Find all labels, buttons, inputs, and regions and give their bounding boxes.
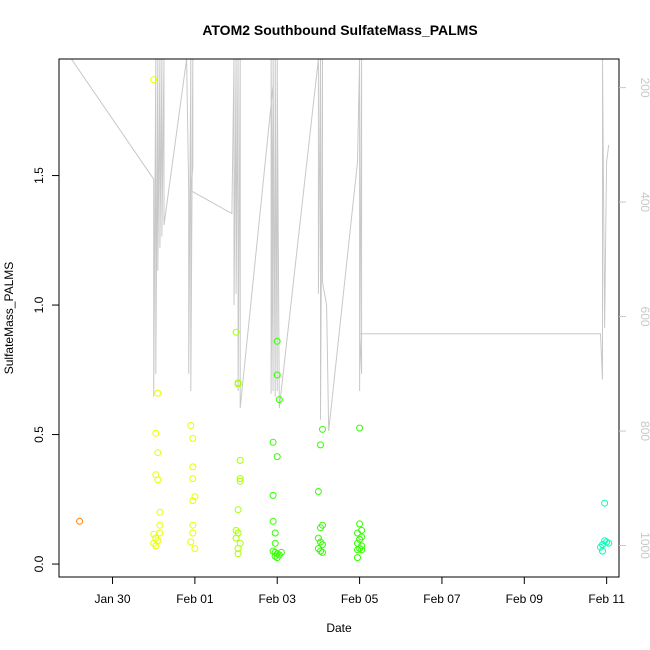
data-point xyxy=(319,541,326,549)
x-tick-label: Jan 30 xyxy=(95,592,131,606)
data-point xyxy=(189,521,197,529)
data-point xyxy=(277,548,285,556)
data-point xyxy=(150,76,158,84)
y2-tick-label: 200 xyxy=(638,78,650,98)
data-point xyxy=(187,538,195,546)
y2-tick-label: 1000 xyxy=(638,532,650,559)
data-point xyxy=(356,424,364,432)
y-tick-label: 1.5 xyxy=(32,167,46,184)
data-point xyxy=(152,429,160,437)
y2-tick-label: 400 xyxy=(638,192,650,212)
data-point xyxy=(601,499,609,507)
data-point xyxy=(356,520,364,528)
data-point xyxy=(356,535,364,543)
data-point xyxy=(156,508,164,516)
y2-tick-label: 800 xyxy=(638,421,650,441)
data-point xyxy=(354,546,361,554)
data-point xyxy=(154,449,162,457)
data-point xyxy=(189,463,197,471)
altitude-line-layer xyxy=(70,59,610,432)
data-point xyxy=(354,529,361,537)
y-axis-label: SulfateMass_PALMS xyxy=(2,262,16,375)
x-axis: Jan 30 Feb 01 Feb 03 Feb 05 Feb 07 Feb 09 Feb … xyxy=(95,577,625,606)
data-point xyxy=(76,517,84,525)
y-tick-label: 0.5 xyxy=(32,426,46,443)
data-point xyxy=(234,545,242,552)
data-point xyxy=(269,491,277,499)
data-point xyxy=(273,371,281,379)
data-point xyxy=(234,380,242,388)
data-point xyxy=(232,534,240,542)
data-point xyxy=(271,552,279,560)
data-point xyxy=(319,425,326,433)
data-point xyxy=(314,534,322,542)
data-point xyxy=(187,422,195,429)
y2-tick-label: 600 xyxy=(638,307,650,327)
plot-frame xyxy=(58,58,620,578)
data-point xyxy=(154,389,162,397)
data-point xyxy=(273,453,281,461)
data-point xyxy=(236,456,244,464)
data-point xyxy=(273,554,281,562)
y-tick-label: 1.0 xyxy=(32,296,46,313)
data-point xyxy=(189,497,197,505)
data-point xyxy=(189,434,197,442)
data-point xyxy=(275,396,283,404)
y-axis: 0.0 0.5 1.0 1.5 xyxy=(32,167,59,572)
x-axis-label: Date xyxy=(326,621,352,635)
secondary-y-axis: 200 400 600 800 1000 xyxy=(619,78,650,559)
x-tick-label: Feb 01 xyxy=(176,592,214,606)
chart-title: ATOM2 Southbound SulfateMass_PALMS xyxy=(202,22,477,38)
data-point xyxy=(234,506,242,514)
x-tick-label: Feb 07 xyxy=(423,592,461,606)
data-point xyxy=(156,521,164,529)
data-point xyxy=(189,529,197,537)
x-tick-label: Feb 03 xyxy=(259,592,297,606)
data-point xyxy=(317,441,324,449)
data-point xyxy=(234,550,242,558)
data-point xyxy=(271,539,279,547)
data-point xyxy=(354,554,361,562)
data-points-layer xyxy=(76,76,613,562)
data-point xyxy=(191,545,199,552)
data-point xyxy=(599,547,606,555)
data-point xyxy=(597,543,604,551)
data-point xyxy=(154,476,162,484)
data-point xyxy=(156,529,164,537)
data-point xyxy=(358,546,366,554)
data-point xyxy=(317,547,324,555)
data-point xyxy=(314,488,322,495)
data-point xyxy=(317,524,324,532)
x-tick-label: Feb 11 xyxy=(588,592,625,606)
data-point xyxy=(152,542,160,550)
data-point xyxy=(232,328,240,336)
altitude-line xyxy=(70,59,610,432)
data-point xyxy=(319,548,326,556)
data-point xyxy=(269,517,277,525)
data-point xyxy=(189,475,197,483)
data-point xyxy=(273,337,281,345)
y-tick-label: 0.0 xyxy=(32,555,46,572)
data-point xyxy=(236,475,244,483)
data-point xyxy=(271,529,279,537)
x-tick-label: Feb 09 xyxy=(506,592,544,606)
data-point xyxy=(191,493,199,501)
x-tick-label: Feb 05 xyxy=(341,592,379,606)
data-point xyxy=(269,438,277,446)
data-point xyxy=(236,477,244,485)
